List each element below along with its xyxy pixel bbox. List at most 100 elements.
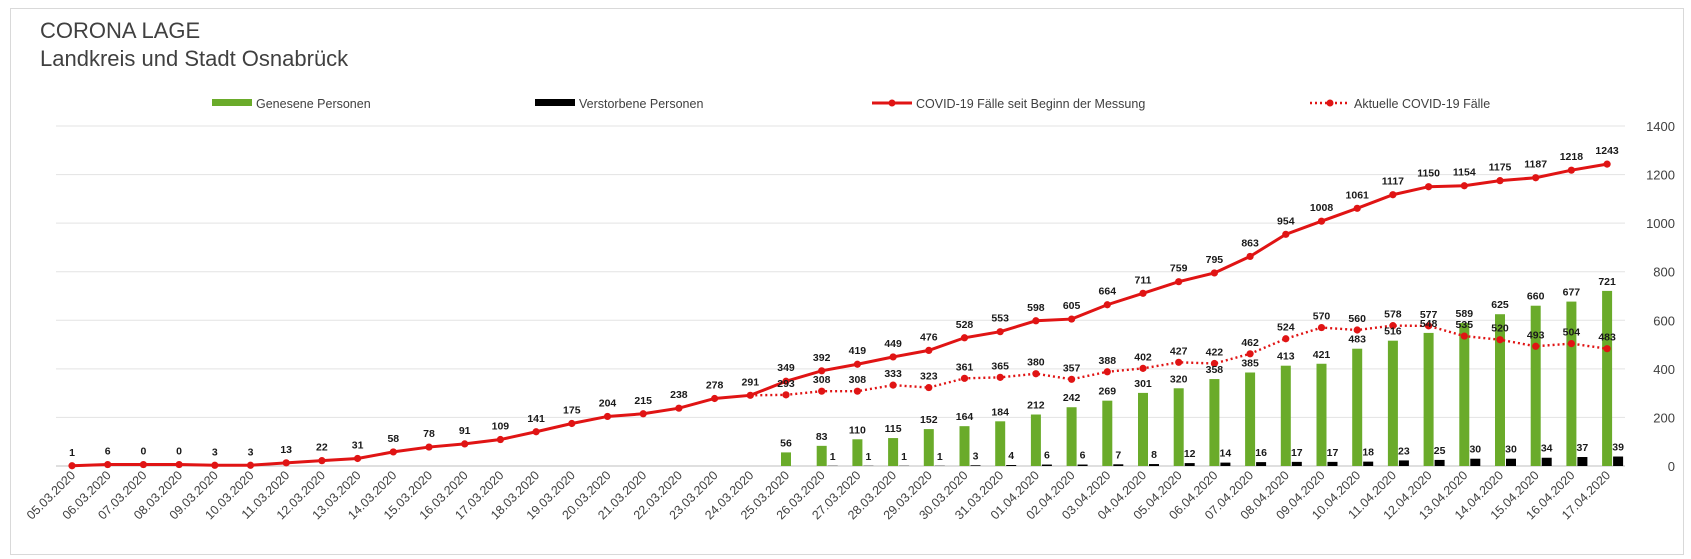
bar-genesene: [781, 452, 791, 466]
label-cumulative: 6: [105, 446, 111, 458]
legend-swatch: [535, 99, 575, 106]
point-cumulative: [104, 460, 112, 469]
point-current: [1103, 368, 1111, 376]
label-genesene: 320: [1170, 373, 1188, 385]
y-tick-label: 200: [1653, 410, 1675, 425]
label-cumulative: 1061: [1346, 189, 1370, 201]
bar-verstorbene: [1327, 461, 1338, 466]
label-verstorbene: 14: [1220, 448, 1232, 460]
y-tick-label: 1000: [1646, 216, 1675, 231]
y-tick-label: 600: [1653, 313, 1675, 328]
point-current: [1532, 342, 1540, 350]
point-cumulative: [282, 459, 290, 467]
label-verstorbene: 30: [1469, 444, 1481, 456]
point-cumulative: [1532, 174, 1540, 182]
label-verstorbene: 8: [1151, 449, 1157, 461]
label-cumulative: 449: [884, 338, 902, 350]
label-current: 493: [1527, 329, 1545, 341]
legend-label: Genesene Personen: [256, 97, 371, 111]
point-cumulative: [175, 460, 183, 469]
bar-verstorbene: [970, 465, 981, 466]
bar-verstorbene: [1363, 461, 1374, 466]
label-genesene: 152: [920, 414, 938, 426]
label-verstorbene: 7: [1115, 449, 1121, 461]
label-verstorbene: 1: [937, 451, 943, 463]
y-tick-label: 400: [1653, 362, 1675, 377]
label-cumulative: 22: [316, 442, 328, 454]
label-current: 402: [1134, 351, 1152, 363]
point-current: [1496, 336, 1504, 344]
bar-verstorbene: [1506, 458, 1516, 466]
point-current: [925, 383, 933, 392]
bar-genesene: [1530, 305, 1541, 466]
point-cumulative: [68, 462, 76, 470]
bar-genesene: [1387, 340, 1398, 466]
label-genesene: 385: [1241, 358, 1259, 370]
label-verstorbene: 30: [1505, 444, 1517, 456]
point-cumulative: [354, 454, 362, 463]
point-cumulative: [639, 410, 647, 418]
label-cumulative: 1117: [1382, 176, 1404, 188]
legend: Genesene Personen Verstorbene Personen COV…: [212, 97, 1490, 111]
point-cumulative: [318, 457, 326, 465]
bar-genesene: [1423, 332, 1434, 466]
label-current: 520: [1491, 323, 1509, 335]
bar-series: [781, 290, 1624, 466]
point-cumulative: [1353, 204, 1361, 212]
bar-verstorbene: [1291, 461, 1302, 466]
label-genesene: 269: [1099, 386, 1117, 398]
label-genesene: 242: [1063, 392, 1081, 404]
point-current: [1460, 332, 1468, 340]
label-cumulative: 141: [527, 413, 545, 425]
point-cumulative: [675, 404, 683, 412]
y-tick-label: 800: [1653, 265, 1675, 280]
label-cumulative: 476: [920, 331, 938, 343]
bar-verstorbene: [1220, 462, 1231, 466]
label-cumulative: 1243: [1595, 145, 1619, 157]
point-cumulative: [1603, 160, 1611, 168]
label-cumulative: 3: [248, 446, 254, 458]
point-current: [1425, 322, 1433, 330]
bar-genesene: [1209, 379, 1220, 466]
label-current: 365: [991, 360, 1009, 372]
label-verstorbene: 6: [1080, 450, 1086, 462]
label-genesene: 589: [1456, 308, 1474, 320]
label-genesene: 358: [1206, 364, 1224, 376]
label-verstorbene: 1: [830, 451, 836, 463]
point-cumulative: [389, 448, 397, 456]
point-cumulative: [532, 428, 540, 436]
label-genesene: 212: [1027, 400, 1045, 412]
point-cumulative: [1460, 182, 1468, 190]
label-cumulative: 291: [742, 376, 760, 388]
point-current: [1603, 345, 1611, 353]
legend-marker: [1326, 99, 1334, 107]
bar-genesene: [888, 438, 899, 466]
point-cumulative: [1389, 191, 1397, 199]
bar-genesene: [1566, 301, 1577, 466]
point-current: [1175, 358, 1183, 366]
label-current: 422: [1206, 347, 1224, 359]
bar-genesene: [1495, 314, 1505, 466]
bar-genesene: [1280, 365, 1291, 466]
point-cumulative: [1567, 166, 1575, 174]
point-cumulative: [496, 435, 504, 444]
line-cumulative: [71, 162, 1608, 468]
label-genesene: 83: [816, 431, 828, 443]
label-current: 293: [777, 378, 795, 390]
point-current: [1032, 370, 1040, 378]
point-current: [1246, 350, 1254, 358]
bar-verstorbene: [1113, 464, 1124, 466]
point-cumulative: [1425, 183, 1433, 191]
label-genesene: 413: [1277, 351, 1295, 363]
legend-label: Aktuelle COVID-19 Fälle: [1354, 97, 1490, 111]
y-tick-label: 0: [1668, 459, 1675, 474]
label-genesene: 625: [1491, 299, 1509, 311]
label-cumulative: 109: [492, 421, 510, 433]
label-cumulative: 1154: [1453, 167, 1476, 179]
label-verstorbene: 37: [1577, 442, 1589, 454]
label-cumulative: 528: [956, 319, 974, 331]
label-genesene: 677: [1563, 287, 1581, 299]
label-current: 535: [1456, 319, 1474, 331]
label-cumulative: 0: [176, 446, 182, 458]
